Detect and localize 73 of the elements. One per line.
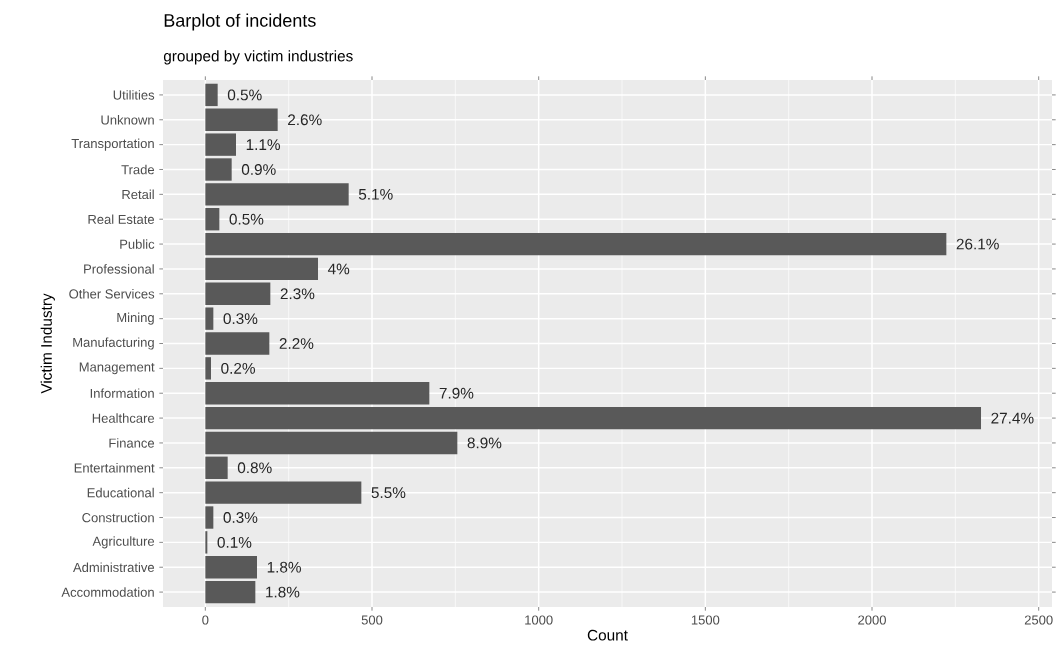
bar [205,332,270,355]
bar [205,382,430,405]
y-tick-label: Administrative [73,562,155,572]
bar [205,556,257,579]
y-tick-label: Accommodation [61,587,154,597]
bar [205,307,214,330]
bar [205,158,232,181]
annotation: 5.5% [371,487,406,499]
bar [205,183,349,206]
bar [205,133,236,156]
x-tick-label: 1000 [525,615,553,625]
annotation: 8.9% [467,437,502,449]
bar [205,108,278,131]
y-tick-label: Other Services [69,289,155,299]
annotation: 1.8% [267,561,302,573]
bar [205,531,208,554]
x-axis-title: Count [587,629,628,641]
annotation: 0.2% [221,362,256,374]
y-tick-label: Information [90,388,154,398]
y-tick-label: Unknown [101,114,154,125]
bar [205,506,214,529]
y-tick-label: Management [79,362,155,375]
bar [205,406,982,430]
bar [205,282,271,305]
annotation: 2.2% [279,338,314,349]
y-tick-label: Trade [121,164,155,175]
annotation: 2.3% [280,288,315,300]
y-tick-label: Transportation [71,138,154,151]
bar [205,257,319,281]
chart-title: Barplot of incidents [164,13,316,31]
bar [205,431,458,455]
annotation: 7.9% [439,387,474,399]
annotation: 27.4% [991,412,1034,424]
annotation: 0.8% [237,462,272,474]
y-tick-label: Real Estate [88,214,155,224]
y-tick-label: Manufacturing [73,337,154,350]
y-tick-label: Agriculture [92,536,155,549]
annotation: 0.3% [223,313,258,325]
x-tick-label: 0 [202,615,209,625]
chart-subtitle: grouped by victim industries [163,50,353,65]
bar [205,580,256,604]
y-tick-label: Healthcare [92,413,155,423]
y-tick-label: Professional [84,264,154,274]
y-tick-label: Finance [109,438,155,448]
annotation: 26.1% [956,238,999,250]
bar [205,456,228,479]
y-tick-label: Retail [122,189,154,200]
x-tick-label: 500 [361,615,383,625]
annotation: 0.3% [223,512,258,523]
annotation: 0.5% [229,213,264,225]
y-tick-label: Utilities [113,90,155,100]
y-tick-label: Public [120,239,155,249]
annotation: 1.1% [246,139,281,150]
annotation: 0.5% [227,89,262,101]
bar [205,481,362,504]
annotation: 5.1% [358,188,393,200]
bar [205,208,220,231]
bar [205,83,218,107]
annotation: 1.8% [266,586,300,598]
annotation: 0.1% [217,536,252,548]
annotation: 0.9% [241,164,276,175]
x-tick-label: 1500 [691,615,720,625]
bar [205,232,947,256]
y-tick-label: Mining [117,312,154,325]
annotation: 2.6% [288,114,322,126]
annotation: 4% [327,263,350,275]
y-tick-label: Entertainment [74,463,155,473]
x-tick-label: 2500 [1024,615,1053,625]
x-tick-label: 2000 [858,615,886,625]
bar [205,357,211,380]
y-tick-label: Construction [82,512,154,523]
y-axis-title: Victim Industry [40,293,55,394]
y-tick-label: Educational [87,487,154,498]
